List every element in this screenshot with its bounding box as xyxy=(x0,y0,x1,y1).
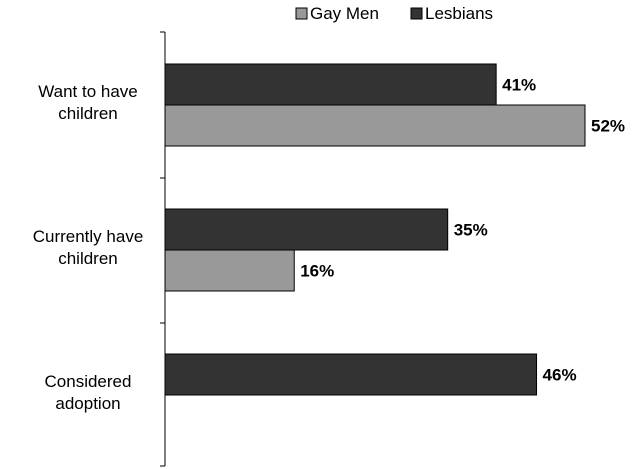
category-label: Want to have children xyxy=(38,82,138,123)
category-label-line: Want to have xyxy=(38,82,138,101)
bar-lesbians xyxy=(164,353,538,396)
data-label: 46% xyxy=(543,366,577,385)
legend-swatch xyxy=(410,7,423,20)
data-label: 35% xyxy=(454,221,488,240)
category-label: Currently have children xyxy=(33,227,144,268)
category-label-line: Currently have xyxy=(33,227,144,246)
bars: 41% 35% 46% 52% 16% xyxy=(164,63,625,396)
data-label: 52% xyxy=(591,117,625,136)
bar-lesbians xyxy=(164,63,497,106)
legend: Gay Men Lesbians xyxy=(295,4,493,23)
category-label: Considered adoption xyxy=(45,372,132,413)
legend-label: Gay Men xyxy=(310,4,379,23)
bar-lesbians xyxy=(164,208,449,251)
data-label: 16% xyxy=(300,262,334,281)
category-label-line: Considered xyxy=(45,372,132,391)
legend-label: Lesbians xyxy=(425,4,493,23)
category-label-line: children xyxy=(58,104,118,123)
category-label-line: adoption xyxy=(55,394,120,413)
legend-swatch xyxy=(295,7,308,20)
category-label-line: children xyxy=(58,249,118,268)
bar-gay-men xyxy=(164,249,295,292)
data-label: 41% xyxy=(502,76,536,95)
axis: Want to have children Currently have childr… xyxy=(33,31,166,467)
bar-gay-men xyxy=(164,104,586,147)
